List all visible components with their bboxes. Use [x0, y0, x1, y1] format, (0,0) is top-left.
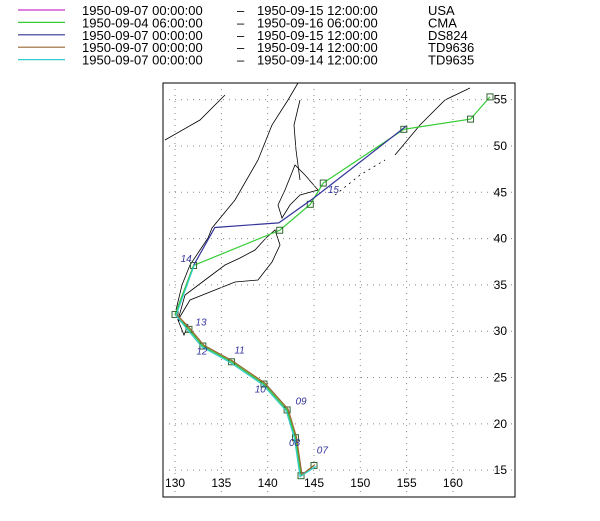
y-tick-label: 50 — [494, 139, 508, 153]
legend-separator: – — [237, 15, 245, 30]
track-line — [175, 264, 317, 478]
day-label: 11 — [234, 345, 244, 356]
asia-coast — [164, 94, 226, 141]
hokkaido — [277, 164, 319, 219]
y-tick-label: 55 — [494, 93, 508, 107]
y-tick-label: 30 — [494, 324, 508, 338]
legend-name: TD9636 — [428, 40, 474, 55]
legend-name: DS824 — [428, 28, 468, 43]
track-point — [185, 325, 193, 333]
track-point — [319, 179, 327, 187]
track-point — [297, 472, 305, 480]
track-point — [486, 93, 494, 101]
legend-start: 1950-09-07 00:00:00 — [82, 53, 203, 68]
x-tick-label: 135 — [211, 476, 231, 490]
legend-end: 1950-09-16 06:00:00 — [257, 15, 378, 30]
sakhalin — [293, 99, 301, 181]
track-point — [467, 115, 475, 123]
legend-end: 1950-09-15 12:00:00 — [257, 3, 378, 18]
x-tick-label: 160 — [443, 476, 463, 490]
y-tick-label: 35 — [494, 278, 508, 292]
legend-separator: – — [237, 40, 245, 55]
day-label: 12 — [196, 346, 208, 357]
legend-start: 1950-09-07 00:00:00 — [82, 28, 203, 43]
tracks — [171, 93, 494, 480]
track-point — [400, 125, 408, 133]
x-tick-label: 145 — [304, 476, 324, 490]
kamchatka — [394, 87, 471, 156]
track-point — [171, 311, 179, 319]
track-point — [276, 226, 284, 234]
map-frame — [162, 82, 516, 498]
x-tick-label: 130 — [165, 476, 185, 490]
legend-name: TD9635 — [428, 53, 474, 68]
day-label: 14 — [181, 254, 193, 265]
legend-start: 1950-09-07 00:00:00 — [82, 3, 203, 18]
day-label: 08 — [289, 438, 301, 449]
legend-end: 1950-09-15 12:00:00 — [257, 28, 378, 43]
y-tick-label: 45 — [494, 185, 508, 199]
x-tick-label: 155 — [397, 476, 417, 490]
legend-start: 1950-09-07 00:00:00 — [82, 40, 203, 55]
day-label: 13 — [195, 318, 207, 329]
legend-end: 1950-09-14 12:00:00 — [257, 53, 378, 68]
track-point — [310, 462, 318, 470]
track-line — [175, 313, 316, 476]
legend-separator: – — [237, 3, 245, 18]
legend: 1950-09-07 00:00:00–1950-09-15 12:00:00 U… — [18, 3, 474, 68]
mainland-coast — [175, 82, 299, 311]
y-tick-label: 15 — [494, 463, 508, 477]
labels: 130 135 140 145 150 155 160 15 20 25 30 35 40 45 50 55 0… — [165, 93, 507, 490]
x-tick-label: 150 — [350, 476, 370, 490]
y-tick-label: 40 — [494, 232, 508, 246]
legend-start: 1950-09-04 06:00:00 — [82, 15, 203, 30]
day-label: 15 — [328, 185, 340, 196]
x-tick-label: 140 — [258, 476, 278, 490]
day-label: 09 — [295, 396, 307, 407]
track-point — [306, 200, 314, 208]
y-tick-label: 25 — [494, 371, 508, 385]
day-label: 10 — [255, 384, 267, 395]
track-line — [193, 126, 407, 266]
day-label: 07 — [317, 445, 329, 456]
legend-end: 1950-09-14 12:00:00 — [257, 40, 378, 55]
y-tick-label: 20 — [494, 417, 508, 431]
legend-name: USA — [428, 3, 455, 18]
legend-separator: – — [237, 28, 245, 43]
legend-name: CMA — [428, 15, 457, 30]
legend-separator: – — [237, 53, 245, 68]
